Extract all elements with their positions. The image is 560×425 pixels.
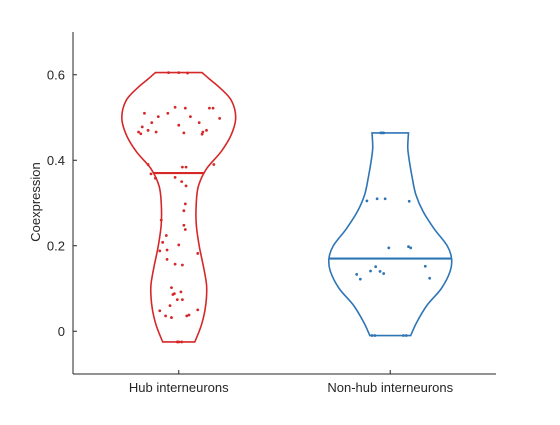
data-point bbox=[167, 71, 170, 75]
data-point bbox=[382, 272, 386, 275]
data-point bbox=[139, 132, 143, 136]
data-point bbox=[208, 106, 211, 110]
data-point bbox=[165, 248, 169, 252]
data-point bbox=[143, 111, 146, 115]
data-point bbox=[156, 115, 160, 119]
x-axis-tick-labels: Hub interneurons Non-hub interneurons bbox=[129, 370, 454, 395]
data-point bbox=[382, 131, 386, 135]
data-point bbox=[370, 334, 374, 337]
data-point bbox=[137, 130, 141, 134]
data-point bbox=[159, 218, 163, 222]
data-point bbox=[428, 276, 432, 280]
data-point bbox=[183, 202, 187, 206]
data-point bbox=[196, 252, 200, 255]
data-point bbox=[374, 265, 378, 269]
data-point bbox=[181, 263, 184, 267]
data-point bbox=[182, 223, 186, 227]
data-point bbox=[173, 105, 177, 109]
data-point bbox=[183, 228, 187, 231]
data-point bbox=[423, 264, 427, 268]
data-point bbox=[168, 304, 172, 307]
data-point bbox=[180, 340, 184, 344]
data-point bbox=[150, 121, 154, 125]
data-point bbox=[172, 292, 176, 296]
x-tick-label: Non-hub interneurons bbox=[327, 380, 453, 395]
y-tick-label: 0.6 bbox=[47, 67, 65, 82]
y-tick-label: 0.2 bbox=[47, 238, 65, 253]
data-point bbox=[154, 130, 158, 134]
x-tick-label: Hub interneurons bbox=[129, 380, 229, 395]
data-point bbox=[183, 106, 187, 110]
data-point bbox=[200, 132, 204, 136]
data-point bbox=[387, 246, 391, 250]
data-point bbox=[358, 277, 362, 281]
data-point bbox=[375, 197, 379, 201]
data-point bbox=[164, 314, 168, 318]
y-axis-ticks: 0 0.2 0.4 0.6 bbox=[47, 67, 77, 339]
data-point bbox=[153, 176, 157, 180]
violin-group bbox=[121, 71, 237, 344]
data-point bbox=[184, 165, 188, 169]
data-point bbox=[161, 240, 165, 244]
data-point bbox=[182, 209, 186, 213]
data-point bbox=[182, 131, 186, 135]
data-point bbox=[373, 334, 377, 337]
data-point bbox=[365, 199, 369, 203]
violin-group bbox=[327, 131, 453, 337]
data-point bbox=[409, 246, 413, 250]
data-point bbox=[401, 334, 405, 337]
violin-outline bbox=[121, 71, 237, 343]
data-point bbox=[173, 262, 177, 266]
y-tick-label: 0 bbox=[58, 324, 65, 339]
data-point bbox=[177, 243, 181, 247]
data-point bbox=[170, 316, 173, 319]
data-point bbox=[177, 123, 181, 127]
data-point bbox=[149, 172, 153, 176]
data-point bbox=[181, 165, 184, 169]
data-point bbox=[166, 111, 170, 115]
data-point bbox=[170, 286, 173, 290]
data-point bbox=[187, 313, 191, 317]
data-point bbox=[140, 125, 144, 129]
data-point bbox=[184, 184, 188, 188]
data-point bbox=[189, 115, 192, 119]
y-tick-label: 0.4 bbox=[47, 153, 65, 168]
data-point bbox=[407, 245, 410, 249]
data-point bbox=[180, 180, 184, 184]
data-point bbox=[175, 298, 179, 302]
data-point bbox=[383, 197, 387, 201]
data-point bbox=[355, 272, 359, 276]
data-point bbox=[179, 290, 183, 294]
data-point bbox=[197, 121, 201, 125]
data-point bbox=[407, 199, 411, 203]
violin-outline bbox=[327, 132, 453, 337]
data-point bbox=[173, 175, 177, 179]
data-point bbox=[369, 269, 372, 273]
data-point bbox=[196, 308, 200, 312]
data-point bbox=[164, 234, 168, 237]
plot-area: 0 0.2 0.4 0.6 Hub interneurons Non-hub inter… bbox=[28, 32, 496, 395]
data-point bbox=[177, 340, 181, 344]
data-point bbox=[158, 249, 162, 253]
data-point bbox=[212, 163, 216, 166]
data-point bbox=[181, 298, 184, 302]
violins bbox=[121, 71, 453, 344]
data-point bbox=[211, 106, 215, 110]
data-point bbox=[378, 270, 382, 273]
data-point bbox=[177, 71, 181, 75]
data-point bbox=[146, 128, 150, 132]
data-point bbox=[158, 309, 162, 313]
data-point bbox=[165, 258, 169, 261]
data-point bbox=[218, 116, 222, 120]
y-axis-label: Coexpression bbox=[28, 162, 43, 242]
data-point bbox=[205, 128, 208, 132]
data-point bbox=[404, 334, 408, 337]
data-point bbox=[186, 71, 189, 75]
data-point bbox=[185, 314, 189, 318]
data-point bbox=[201, 130, 205, 134]
data-point bbox=[146, 163, 150, 166]
